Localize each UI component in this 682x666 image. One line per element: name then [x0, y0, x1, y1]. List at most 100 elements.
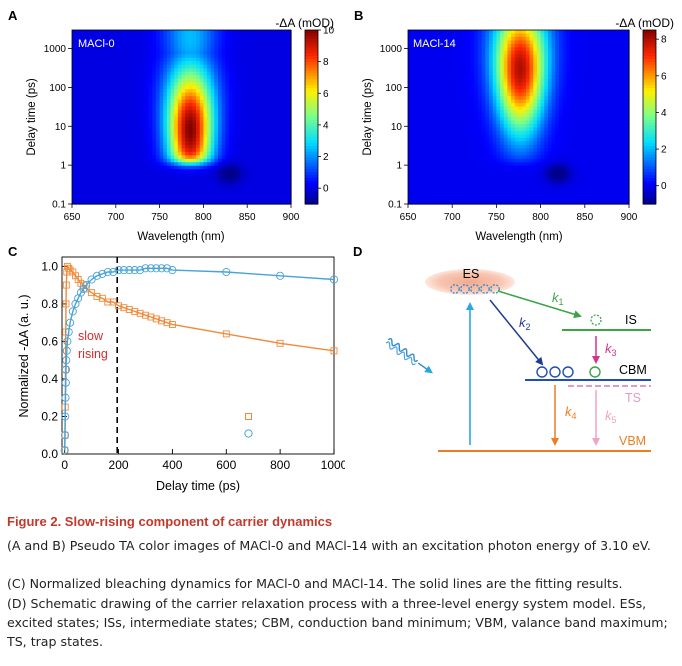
- heatmap-cell: [459, 64, 464, 69]
- heatmap-cell: [254, 85, 259, 90]
- heatmap-cell: [477, 123, 483, 129]
- heatmap-cell: [474, 169, 479, 174]
- heatmap-cell: [82, 68, 88, 73]
- heatmap-cell: [192, 43, 197, 48]
- heatmap-cell: [134, 85, 139, 90]
- heatmap-cell: [511, 197, 516, 202]
- heatmap-cell: [430, 47, 435, 52]
- heatmap-cell: [533, 71, 538, 76]
- heatmap-cell: [492, 85, 497, 90]
- heatmap-cell: [148, 169, 153, 174]
- heatmap-cell: [239, 179, 245, 184]
- heatmap-cell: [181, 127, 186, 132]
- heatmap-cell: [448, 193, 453, 198]
- heatmap-cell: [163, 117, 168, 122]
- heatmap-cell: [485, 103, 490, 108]
- heatmap-cell: [514, 134, 520, 139]
- heatmap-cell: [123, 96, 128, 101]
- heatmap-cell: [170, 183, 175, 188]
- colorbar-segment: [305, 35, 318, 40]
- heatmap-cell: [130, 36, 135, 42]
- heatmap-cell: [225, 151, 230, 156]
- heatmap-cell: [159, 200, 164, 205]
- heatmap-cell: [276, 151, 281, 156]
- heatmap-cell: [148, 57, 153, 62]
- heatmap-cell: [177, 127, 183, 132]
- heatmap-cell: [455, 85, 461, 90]
- heatmap-cell: [408, 30, 413, 35]
- heatmap-cell: [141, 162, 146, 167]
- heatmap-cell: [280, 78, 285, 83]
- heatmap-cell: [419, 71, 424, 76]
- heatmap-cell: [185, 190, 190, 195]
- heatmap-cell: [119, 36, 124, 42]
- heatmap-cell: [236, 158, 241, 163]
- heatmap-cell: [437, 47, 442, 52]
- heatmap-cell: [485, 85, 490, 90]
- heatmap-cell: [155, 113, 161, 118]
- heatmap-cell: [540, 57, 545, 62]
- heatmap-cell: [283, 85, 288, 90]
- heatmap-cell: [145, 106, 150, 111]
- heatmap-cell: [166, 75, 172, 80]
- heatmap-cell: [269, 71, 274, 76]
- heatmap-cell: [185, 137, 190, 142]
- heatmap-cell: [269, 92, 274, 97]
- heatmap-cell: [79, 43, 84, 48]
- heatmap-cell: [218, 158, 223, 163]
- heatmap-cell: [533, 193, 538, 198]
- heatmap-cell: [470, 54, 475, 59]
- heatmap-cell: [130, 141, 135, 146]
- heatmap-cell: [503, 137, 509, 142]
- heatmap-cell: [181, 148, 186, 153]
- heatmap-cell: [250, 71, 256, 76]
- heatmap-cell: [196, 96, 201, 101]
- heatmap-cell: [422, 106, 428, 111]
- heatmap-cell: [422, 172, 428, 177]
- heatmap-cell: [544, 36, 549, 42]
- heatmap-cell: [250, 43, 256, 48]
- colorbar-segment: [305, 137, 318, 141]
- heatmap-cell: [185, 186, 190, 191]
- colorbar-segment: [305, 146, 318, 150]
- heatmap-cell: [101, 43, 106, 48]
- heatmap-cell: [254, 141, 259, 146]
- heatmap-cell: [411, 33, 416, 38]
- heatmap-cell: [419, 130, 424, 135]
- heatmap-cell: [166, 193, 172, 198]
- heatmap-cell: [112, 169, 117, 174]
- heatmap-cell: [115, 169, 121, 174]
- heatmap-cell: [415, 117, 420, 122]
- heatmap-cell: [415, 103, 420, 108]
- heatmap-cell: [145, 127, 150, 132]
- heatmap-cell: [148, 176, 153, 181]
- heatmap-cell: [137, 183, 142, 188]
- heatmap-cell: [166, 134, 172, 139]
- heatmap-cell: [444, 82, 450, 87]
- heatmap-cell: [155, 117, 161, 122]
- heatmap-cell: [514, 50, 520, 55]
- heatmap-cell: [287, 151, 292, 156]
- heatmap-cell: [441, 162, 446, 167]
- heatmap-cell: [115, 190, 121, 195]
- heatmap-cell: [258, 33, 263, 38]
- heatmap-cell: [72, 64, 77, 69]
- heatmap-cell: [492, 151, 497, 156]
- heatmap-cell: [210, 176, 215, 181]
- heatmap-cell: [533, 130, 538, 135]
- heatmap-cell: [93, 40, 99, 45]
- heatmap-cell: [145, 179, 150, 184]
- heatmap-cell: [196, 183, 201, 188]
- heatmap-cell: [287, 47, 292, 52]
- colorbar-segment: [305, 111, 318, 115]
- heatmap-cell: [115, 183, 121, 188]
- heatmap-cell: [422, 117, 428, 122]
- heatmap-cell: [492, 190, 497, 195]
- heatmap-cell: [243, 183, 248, 188]
- heatmap-cell: [218, 120, 223, 125]
- heatmap-cell: [441, 106, 446, 111]
- heatmap-cell: [437, 197, 442, 202]
- heatmap-cell: [104, 54, 110, 59]
- heatmap-cell: [130, 54, 135, 59]
- heatmap-cell: [433, 200, 439, 205]
